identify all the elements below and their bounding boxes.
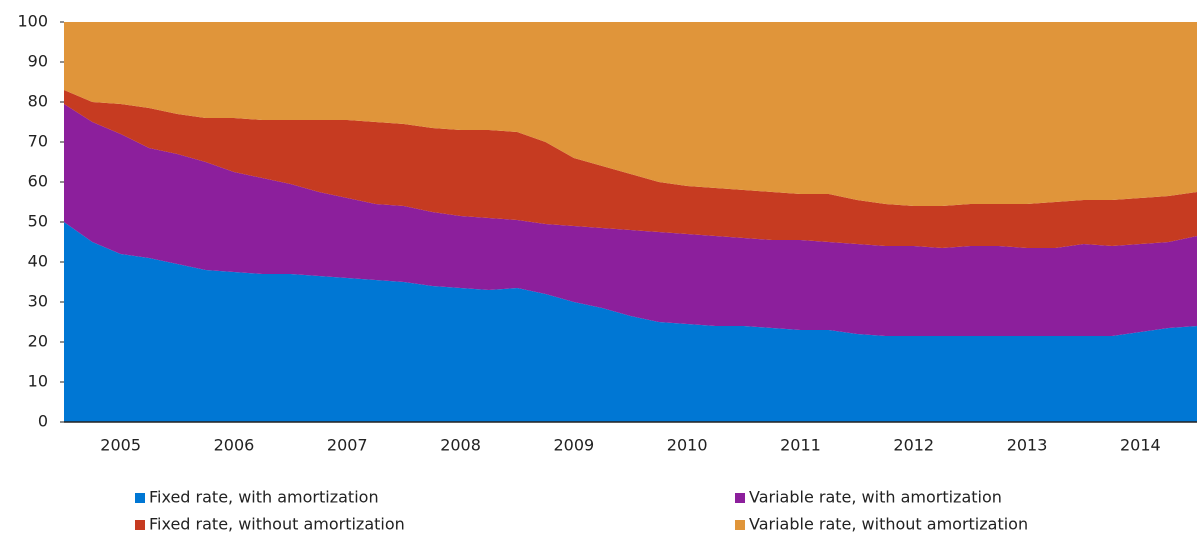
- x-tick-label: 2005: [100, 436, 141, 455]
- x-tick-label: 2011: [780, 436, 821, 455]
- x-tick-label: 2012: [893, 436, 934, 455]
- x-tick-label: 2014: [1120, 436, 1161, 455]
- y-tick-label: 100: [17, 12, 48, 31]
- legend-label: Variable rate, with amortization: [749, 488, 1002, 507]
- legend-swatch: [135, 520, 145, 530]
- x-tick-label: 2010: [667, 436, 708, 455]
- y-tick-label: 80: [28, 92, 48, 111]
- x-tick-label: 2009: [553, 436, 594, 455]
- x-tick-label: 2007: [327, 436, 368, 455]
- legend-label: Fixed rate, without amortization: [149, 515, 405, 534]
- y-tick-label: 90: [28, 52, 48, 71]
- x-tick-label: 2013: [1007, 436, 1048, 455]
- x-tick-label: 2006: [214, 436, 255, 455]
- area: [64, 222, 1197, 422]
- y-tick-label: 0: [38, 412, 48, 431]
- area: [64, 104, 1197, 336]
- legend-swatch: [735, 520, 745, 530]
- y-tick-label: 60: [28, 172, 48, 191]
- legend-swatch: [135, 493, 145, 503]
- y-tick-label: 70: [28, 132, 48, 151]
- x-tick-label: 2008: [440, 436, 481, 455]
- y-tick-label: 40: [28, 252, 48, 271]
- area: [64, 90, 1197, 248]
- y-tick-label: 10: [28, 372, 48, 391]
- y-tick-label: 30: [28, 292, 48, 311]
- area: [64, 22, 1197, 206]
- legend-label: Fixed rate, with amortization: [149, 488, 379, 507]
- y-tick-label: 20: [28, 332, 48, 351]
- y-tick-label: 50: [28, 212, 48, 231]
- legend-label: Variable rate, without amortization: [749, 515, 1028, 534]
- legend-swatch: [735, 493, 745, 503]
